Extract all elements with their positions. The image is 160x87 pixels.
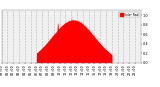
Legend: Solar Rad: Solar Rad — [119, 12, 139, 17]
